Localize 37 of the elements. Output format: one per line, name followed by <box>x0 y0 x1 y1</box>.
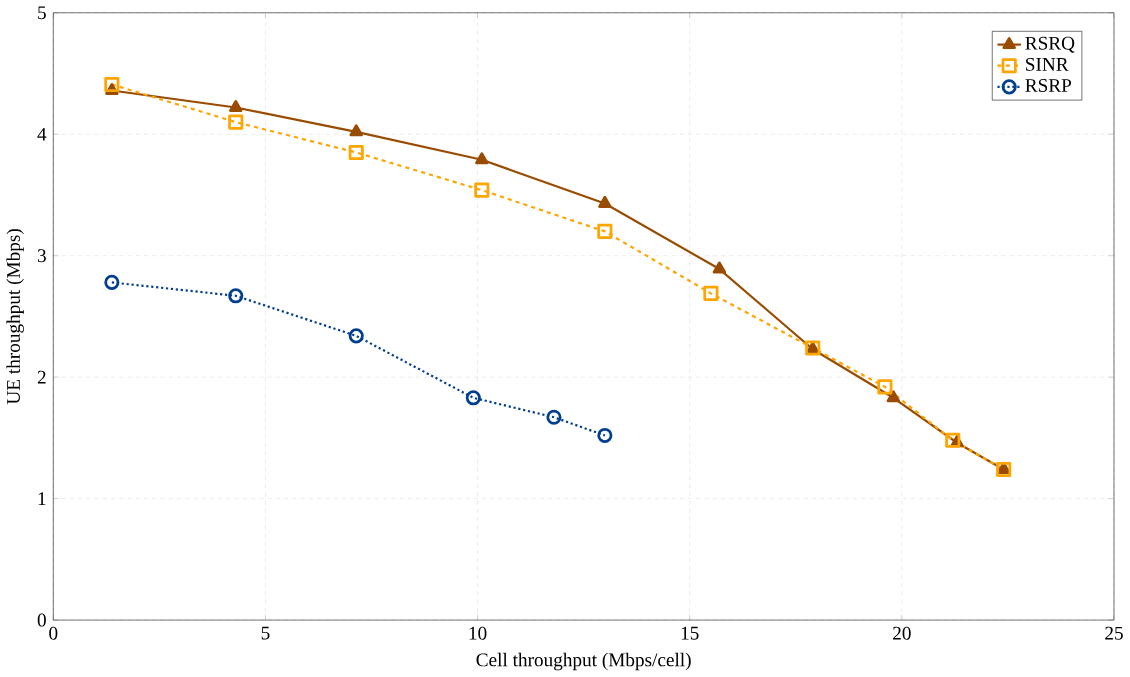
point <box>349 124 363 137</box>
legend-label: SINR <box>1026 58 1069 71</box>
y-tick-label: 3 <box>37 249 46 263</box>
point <box>886 390 901 403</box>
x-tick-label: 5 <box>261 626 270 640</box>
point <box>348 145 364 161</box>
y-tick-label: 1 <box>38 492 46 506</box>
point <box>877 379 893 395</box>
point <box>703 285 719 302</box>
x-tick-label: 25 <box>1105 626 1123 640</box>
y-axis-title: UE throughput (Mbps) <box>6 229 24 405</box>
x-axis-title: Cell throughput (Mbps/cell) <box>476 652 691 671</box>
x-tick-label: 20 <box>893 626 911 640</box>
point <box>104 274 120 291</box>
x-tick-label: 10 <box>469 626 487 640</box>
point <box>228 114 244 130</box>
y-tick-label: 0 <box>37 613 46 627</box>
y-tick-label: 2 <box>37 370 46 384</box>
point <box>348 328 364 344</box>
point <box>945 432 961 448</box>
y-tick-label: 5 <box>38 6 46 20</box>
legend-label: RSRP <box>1025 79 1072 93</box>
point <box>597 223 613 240</box>
point <box>465 390 481 406</box>
point <box>474 182 490 198</box>
point <box>228 288 244 304</box>
point <box>597 428 613 444</box>
legend-label: RSRQ <box>1025 36 1075 53</box>
point <box>229 100 243 113</box>
point <box>546 409 562 425</box>
x-tick-label: 15 <box>681 626 699 640</box>
point <box>104 77 120 93</box>
point <box>598 196 612 209</box>
point <box>475 152 489 165</box>
point <box>712 261 727 274</box>
y-tick-label: 4 <box>37 128 47 141</box>
x-tick-label: 0 <box>49 626 58 640</box>
